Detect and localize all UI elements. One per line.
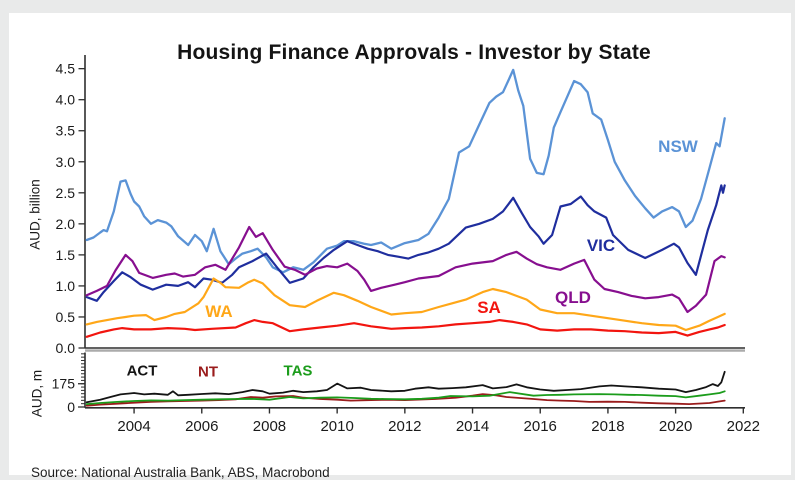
series-line-nsw <box>85 68 726 274</box>
series-label-act: ACT <box>126 362 158 380</box>
y-tick-label: 0 <box>67 399 75 415</box>
y-tick-label: 2.5 <box>56 185 76 201</box>
x-tick-label: 2010 <box>320 418 353 435</box>
series-label-nsw: NSW <box>658 137 698 156</box>
y-tick-label: 1.0 <box>56 278 76 294</box>
x-tick-label: 2020 <box>659 418 692 435</box>
x-tick-label: 2012 <box>388 418 421 435</box>
series-label-vic: VIC <box>586 236 616 255</box>
y-tick-label: 1.5 <box>56 247 76 263</box>
series-label-nt: NT <box>198 363 218 381</box>
x-tick-label: 2014 <box>456 418 489 435</box>
y-tick-label: 4.5 <box>56 61 76 77</box>
x-tick-label: 2022 <box>727 418 760 435</box>
x-tick-label: 2018 <box>591 418 624 435</box>
y-tick-label: 4.0 <box>56 92 76 108</box>
series-label-sa: SA <box>477 298 501 317</box>
series-line-act <box>85 370 726 404</box>
x-tick-label: 2006 <box>185 418 218 435</box>
y-tick-label: 175 <box>52 376 76 392</box>
series-line-qld <box>85 225 726 314</box>
series-line-vic <box>85 184 726 302</box>
y-tick-label: 3.0 <box>56 154 76 170</box>
x-tick-label: 2008 <box>253 418 286 435</box>
source-attribution: Source: National Australia Bank, ABS, Ma… <box>31 465 330 480</box>
series-label-wa: WA <box>205 302 233 321</box>
series-line-sa <box>85 319 726 338</box>
series-label-qld: QLD <box>555 288 591 307</box>
x-tick-label: 2004 <box>117 418 150 435</box>
y-tick-label: 0.0 <box>56 340 76 356</box>
y-tick-label: 2.0 <box>56 216 76 232</box>
series-line-tas <box>85 390 726 406</box>
y-tick-label: 0.5 <box>56 309 76 325</box>
x-tick-label: 2016 <box>524 418 557 435</box>
series-line-wa <box>85 277 726 332</box>
series-label-tas: TAS <box>283 362 313 380</box>
y-tick-label: 3.5 <box>56 123 76 139</box>
chart-title: Housing Finance Approvals - Investor by … <box>177 41 651 64</box>
